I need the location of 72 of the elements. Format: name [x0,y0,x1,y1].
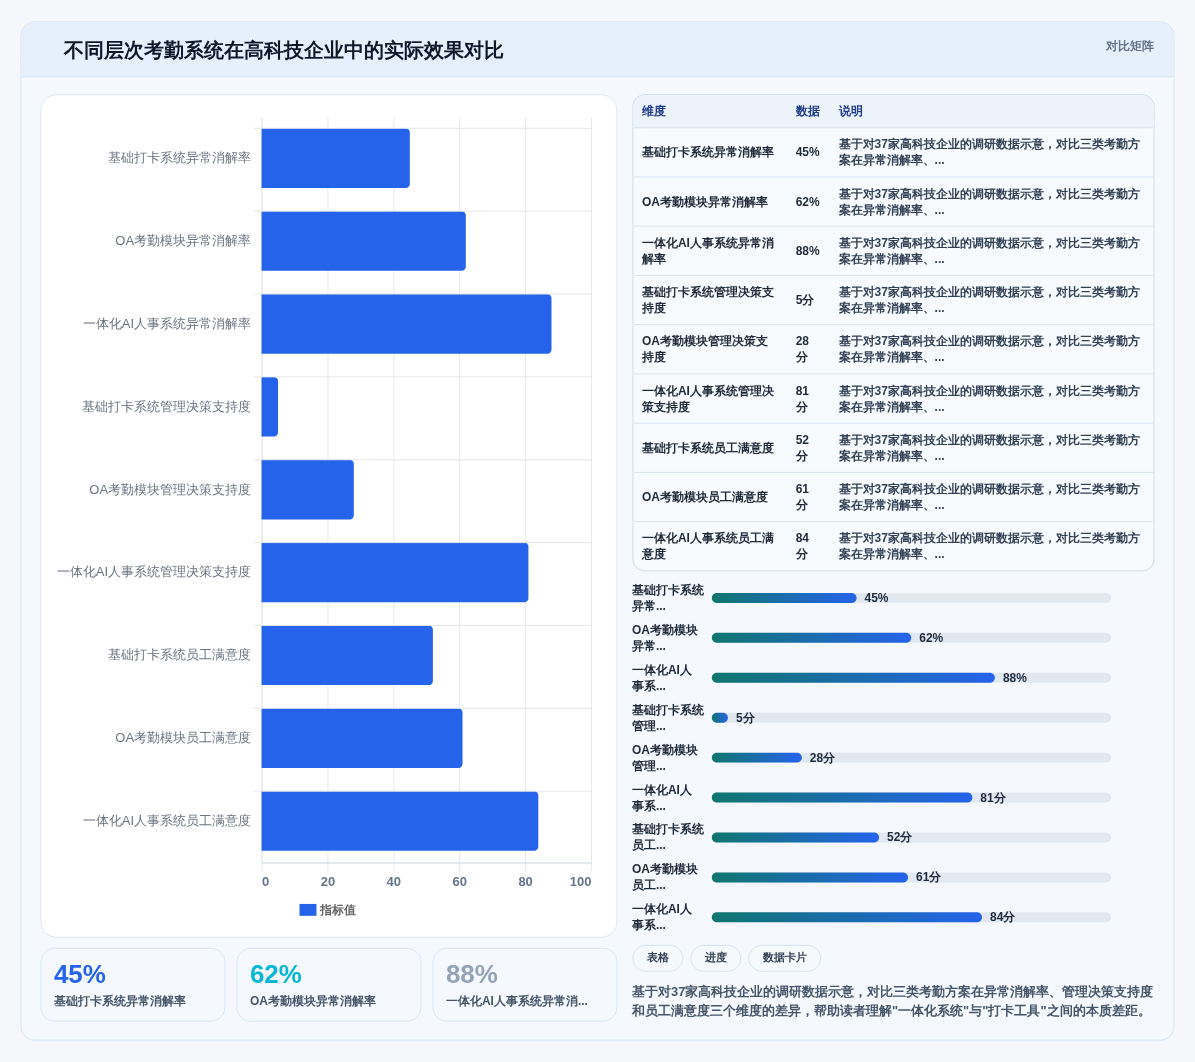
y-tick-label: 一体化AI人事系... [630,902,693,933]
text: 基于对37家高科技企业的调研数据示意，对比三类考勤方案在异常消解率、... [837,235,1140,266]
category-label: 一体化AI人事系统异常消... [445,994,588,1009]
text: 基于对37家高科技企业的调研数据示意，对比三类考勤方案在异常消解率、... [837,482,1140,513]
data-label: 5分 [795,293,816,308]
data-label: 28分 [794,334,810,365]
chart-title: 不同层次考勤系统在高科技企业中的实际效果对比 [62,38,504,61]
data-label: 52分 [887,830,914,845]
data-label: 45% [53,960,106,989]
y-tick-label: OA考勤模块管理... [630,742,698,773]
data-label: 62% [249,960,302,989]
y-tick-label: OA考勤模块员工满意度 [115,730,252,746]
text: 基于对37家高科技企业的调研数据示意，对比三类考勤方案在异常消解率、... [837,285,1140,316]
x-tick-label: 100 [569,873,592,889]
x-tick-label: 80 [518,873,533,889]
text: 对比矩阵 [1105,38,1155,53]
y-tick-label: 基础打卡系统异常... [630,582,705,613]
y-tick-label: OA考勤模块管理决策支持度 [89,481,252,497]
text: 基于对37家高科技企业的调研数据示意，对比三类考勤方案在异常消解率、... [837,334,1140,365]
data-label: 5分 [735,710,756,725]
data-label: 28分 [809,750,837,765]
data-label: 88% [795,243,820,258]
y-tick-label: 基础打卡系统异常消解率 [108,150,252,166]
annotation: 数据卡片 [761,951,807,964]
text: 基于对37家高科技企业的调研数据示意，对比三类考勤方案在异常消解率、... [837,137,1140,168]
category-label: OA考勤模块员工满意度 [641,490,768,505]
text: 表格 [645,951,670,964]
category-label: OA考勤模块异常消解率 [641,194,768,209]
category-label: OA考勤模块异常消解率 [249,994,376,1009]
text: 数据 [794,104,820,119]
y-tick-label: 一体化AI人事系... [630,782,693,813]
x-tick-label: 0 [262,873,270,889]
data-label: 45% [864,590,889,605]
data-label: 61分 [794,482,810,513]
data-label: 62% [919,630,944,645]
y-tick-label: OA考勤模块异常消解率 [115,232,252,248]
data-label: 81分 [980,790,1007,805]
data-label: 45% [795,145,820,160]
category-label: 基础打卡系统异常消解率 [640,145,774,160]
x-tick-label: 20 [320,873,336,889]
data-label: 62% [795,194,820,209]
text: 基于对37家高科技企业的调研数据示意，对比三类考勤方案在异常消解率、... [837,186,1140,217]
text: 基于对37家高科技企业的调研数据示意，对比三类考勤方案在异常消解率、... [837,383,1140,414]
category-label: 基础打卡系统异常消解率 [52,994,186,1009]
y-tick-label: 一体化AI人事系统异常消解率 [82,315,252,331]
legend-label: 指标值 [319,902,357,917]
bar [711,752,802,763]
x-tick-label: 40 [386,873,402,889]
text: 基于对37家高科技企业的调研数据示意，对比三类考勤方案在异常消解率、管理决策支持度和员工满意度三个维度的差异，帮助读者理解"一体化系统"与"打卡工具"之间的本质差距。 [630,984,1154,1019]
y-tick-label: 一体化AI人事系统管理决策支持度 [56,564,252,580]
y-tick-label: 一体化AI人事系... [630,662,693,693]
data-label: 61分 [916,870,943,885]
x-tick-label: 60 [452,873,467,889]
y-tick-label: OA考勤模块员工... [631,862,698,893]
text: 维度 [640,104,666,119]
y-tick-label: 基础打卡系统管理... [630,702,705,733]
data-label: 88% [445,960,498,989]
y-tick-label: 一体化AI人事系统员工满意度 [82,813,252,829]
y-tick-label: 基础打卡系统管理决策支持度 [82,398,252,414]
y-tick-label: 基础打卡系统员工满意度 [108,647,252,663]
data-label: 84分 [794,531,810,562]
category-label: 基础打卡系统员工满意度 [640,440,774,455]
text: 说明 [837,104,863,119]
data-label: 88% [1002,670,1028,685]
y-tick-label: 基础打卡系统员工... [630,822,705,853]
data-label: 52分 [794,432,810,463]
y-tick-label: OA考勤模块异常... [630,622,698,653]
data-label: 81分 [794,383,810,414]
data-label: 84分 [990,910,1017,925]
annotation: 进度 [703,951,727,964]
text: 基于对37家高科技企业的调研数据示意，对比三类考勤方案在异常消解率、... [837,432,1140,463]
text: 基于对37家高科技企业的调研数据示意，对比三类考勤方案在异常消解率、... [837,531,1140,562]
